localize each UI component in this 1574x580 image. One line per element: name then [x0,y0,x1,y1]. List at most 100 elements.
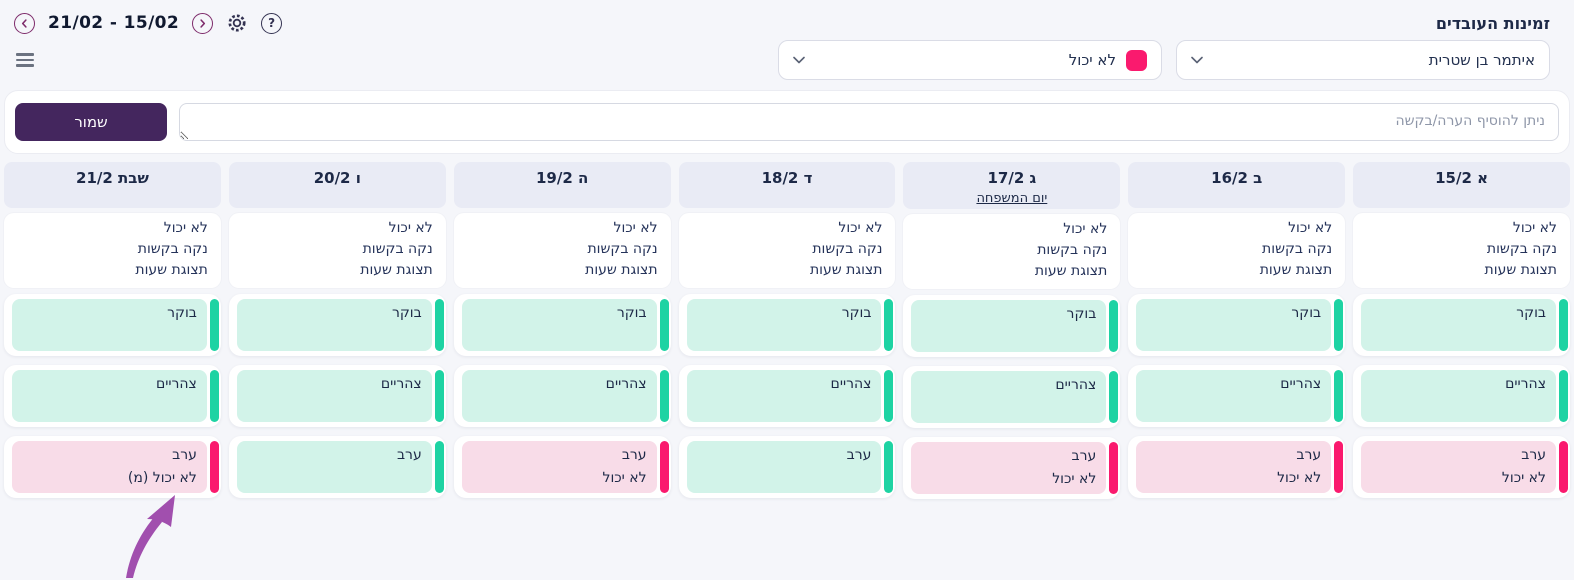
column-action-link[interactable]: נקה בקשות [812,241,883,257]
slot-status-bar [884,299,894,351]
column-action-link[interactable]: תצוגת שעות [135,262,208,278]
slot-status-bar [209,370,219,422]
day-slots: בוקר צהריים ערב לא יכול (מ) [4,294,221,498]
column-action-link[interactable]: תצוגת שעות [585,262,658,278]
column-action-link[interactable]: לא יכול [388,220,433,236]
day-column: ה 19/2 לא יכול נקה בקשות תצוגת שעות בוקר צה… [453,162,671,499]
day-slots: בוקר צהריים ערב [228,294,446,498]
previous-week-button[interactable] [14,12,35,34]
shift-slot-card[interactable]: בוקר [228,294,446,356]
column-action-link[interactable]: נקה בקשות [587,241,658,257]
day-note-link[interactable]: יום המשפחה [976,191,1048,206]
chevron-right-icon [200,18,206,28]
slot-label: צהריים [1055,377,1097,393]
slot-status-bar [434,299,444,351]
column-action-link[interactable]: נקה בקשות [1037,242,1108,258]
slot-status-bar [884,370,894,422]
day-header: שבת 21/2 [4,162,221,208]
day-header: א 15/2 [1353,162,1570,208]
slot-status-bar [659,441,669,493]
slot-status-bar [1109,442,1119,494]
settings-button[interactable] [226,12,248,34]
slot-status-bar [1109,300,1119,352]
page-title: זמינות העובדים [1435,13,1550,33]
availability-calendar: א 15/2 לא יכול נקה בקשות תצוגת שעות בוקר צה… [4,162,1570,499]
day-actions-card: לא יכול נקה בקשות תצוגת שעות [678,213,896,288]
day-header: ו 20/2 [228,162,446,208]
day-column: ו 20/2 לא יכול נקה בקשות תצוגת שעות בוקר צה… [228,162,446,499]
slot-label: צהריים [380,376,422,392]
day-header: ד 18/2 [678,162,896,208]
shift-slot-card[interactable]: צהריים [453,365,671,427]
day-column: שבת 21/2 לא יכול נקה בקשות תצוגת שעות בוקר… [4,162,221,499]
save-button[interactable]: שמור [15,103,167,141]
day-header-label: ד 18/2 [761,169,813,187]
slot-label: צהריים [155,376,197,392]
availability-status-select[interactable]: לא יכול [778,40,1162,80]
shift-slot-card[interactable]: ערב לא יכול [453,436,671,498]
day-header-label: ב 16/2 [1211,169,1263,187]
slot-status-bar [209,299,219,351]
slot-label: בוקר [167,305,197,321]
column-action-link[interactable]: נקה בקשות [1486,241,1557,257]
shift-slot-card[interactable]: בוקר [1353,294,1570,356]
slot-label: בוקר [391,305,422,321]
shift-slot-card[interactable]: בוקר [903,295,1121,357]
question-mark-icon: ? [268,16,276,30]
column-action-link[interactable]: תצוגת שעות [1259,262,1333,278]
shift-slot-card[interactable]: בוקר [1128,294,1346,356]
column-action-link[interactable]: לא יכול [163,220,208,236]
shift-slot-card[interactable]: ערב לא יכול [1128,436,1346,498]
day-actions-card: לא יכול נקה בקשות תצוגת שעות [903,214,1121,289]
shift-slot-card[interactable]: צהריים [1353,365,1570,427]
column-action-link[interactable]: תצוגת שעות [1034,263,1108,279]
slot-status-bar [1559,299,1568,351]
shift-slot-card[interactable]: בוקר [4,294,221,356]
shift-slot-card[interactable]: ערב לא יכול [1353,436,1570,498]
week-navigation: 21/02 - 15/02 ? [14,12,283,34]
shift-slot-card[interactable]: צהריים [4,365,221,427]
column-action-link[interactable]: לא יכול [838,220,883,236]
menu-hamburger-icon[interactable] [14,49,36,70]
column-action-link[interactable]: תצוגת שעות [809,262,883,278]
shift-slot-card[interactable]: ערב [678,436,896,498]
slot-status-text: לא יכול [1052,471,1097,487]
column-action-link[interactable]: לא יכול [1288,220,1333,236]
slot-status-text: לא יכול [1277,470,1322,486]
column-action-link[interactable]: לא יכול [1512,220,1557,236]
column-action-link[interactable]: לא יכול [1063,221,1108,237]
note-input[interactable] [179,103,1559,141]
next-week-button[interactable] [192,12,214,34]
day-actions-card: לא יכול נקה בקשות תצוגת שעות [1128,213,1346,288]
slot-status-text: לא יכול [1501,470,1546,486]
slot-label: בוקר [1291,305,1322,321]
week-date-range: 21/02 - 15/02 [48,13,180,33]
help-button[interactable]: ? [261,12,283,34]
shift-slot-card[interactable]: צהריים [1128,365,1346,427]
slot-label: צהריים [1280,376,1322,392]
slot-status-bar [209,441,219,493]
column-action-link[interactable]: נקה בקשות [137,241,208,257]
day-header: ב 16/2 [1128,162,1346,208]
shift-slot-card[interactable]: צהריים [903,366,1121,428]
shift-slot-card[interactable]: צהריים [228,365,446,427]
shift-slot-card[interactable]: בוקר [453,294,671,356]
column-action-link[interactable]: לא יכול [613,220,658,236]
day-actions-card: לא יכול נקה בקשות תצוגת שעות [228,213,446,288]
employee-select[interactable]: איתמר בן שטרית [1176,40,1550,80]
shift-slot-card[interactable]: צהריים [678,365,896,427]
slot-status-bar [1559,370,1568,422]
slot-label: בוקר [1516,305,1546,321]
column-action-link[interactable]: נקה בקשות [362,241,433,257]
shift-slot-card[interactable]: ערב [228,436,446,498]
status-color-swatch [1126,49,1147,71]
column-action-link[interactable]: תצוגת שעות [1484,262,1557,278]
shift-slot-card[interactable]: ערב לא יכול (מ) [4,436,221,498]
day-header: ג 17/2 יום המשפחה [903,162,1121,209]
shift-slot-card[interactable]: ערב לא יכול [903,437,1121,499]
column-action-link[interactable]: תצוגת שעות [360,262,433,278]
slot-status-bar [1334,370,1344,422]
slot-label: ערב [172,447,197,463]
shift-slot-card[interactable]: בוקר [678,294,896,356]
column-action-link[interactable]: נקה בקשות [1262,241,1333,257]
